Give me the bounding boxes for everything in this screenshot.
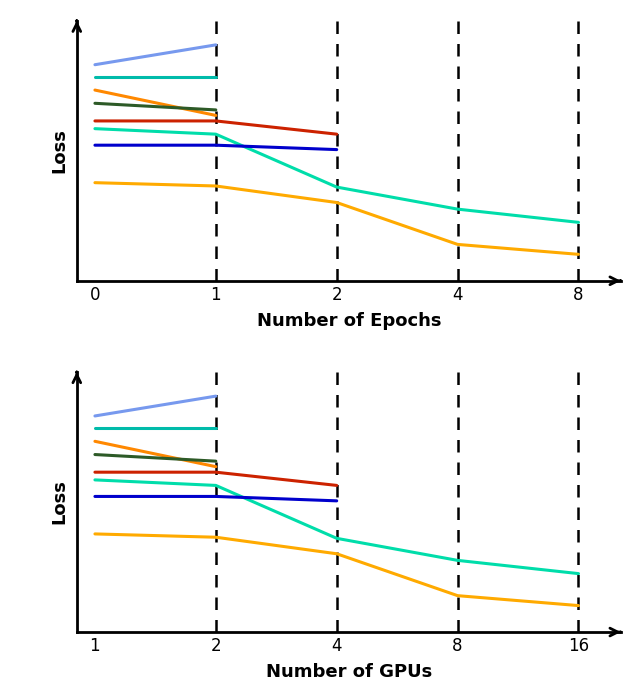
Y-axis label: Loss: Loss [51, 128, 68, 173]
Y-axis label: Loss: Loss [51, 480, 68, 524]
X-axis label: Number of GPUs: Number of GPUs [266, 663, 432, 682]
X-axis label: Number of Epochs: Number of Epochs [257, 312, 441, 330]
